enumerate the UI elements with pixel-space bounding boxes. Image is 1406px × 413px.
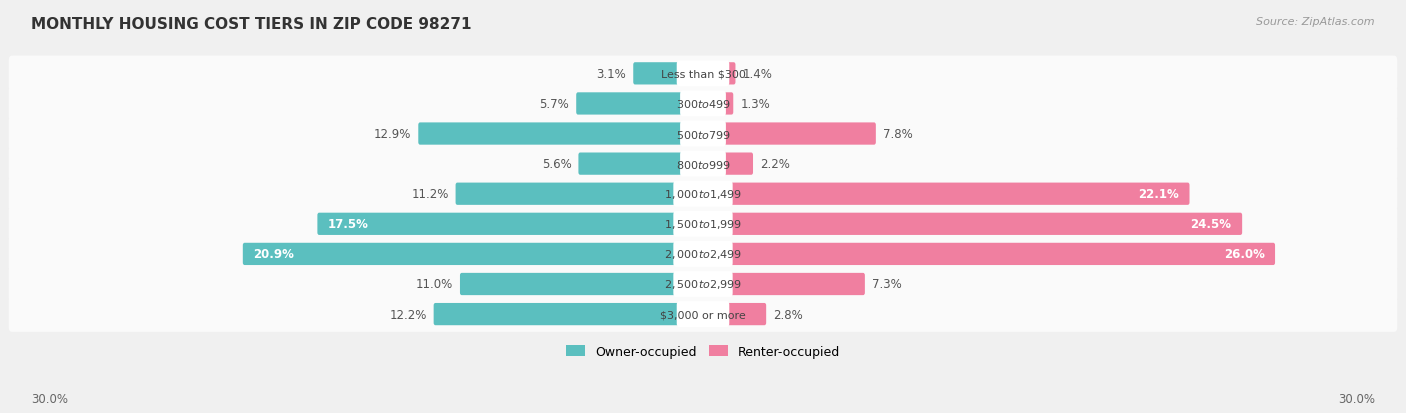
FancyBboxPatch shape xyxy=(702,273,865,295)
Text: $3,000 or more: $3,000 or more xyxy=(661,309,745,319)
Text: 24.5%: 24.5% xyxy=(1191,218,1232,231)
Text: $2,500 to $2,999: $2,500 to $2,999 xyxy=(664,278,742,291)
FancyBboxPatch shape xyxy=(673,211,733,237)
FancyBboxPatch shape xyxy=(673,241,733,267)
Text: 20.9%: 20.9% xyxy=(253,248,294,261)
FancyBboxPatch shape xyxy=(681,121,725,147)
FancyBboxPatch shape xyxy=(578,153,704,176)
Text: 1.4%: 1.4% xyxy=(742,68,772,81)
FancyBboxPatch shape xyxy=(673,181,733,207)
FancyBboxPatch shape xyxy=(8,147,1398,182)
FancyBboxPatch shape xyxy=(460,273,704,295)
Text: 2.2%: 2.2% xyxy=(761,158,790,171)
FancyBboxPatch shape xyxy=(702,243,1275,266)
FancyBboxPatch shape xyxy=(576,93,704,115)
FancyBboxPatch shape xyxy=(8,86,1398,122)
FancyBboxPatch shape xyxy=(456,183,704,205)
Text: 11.0%: 11.0% xyxy=(416,278,453,291)
FancyBboxPatch shape xyxy=(676,61,730,87)
Text: 5.7%: 5.7% xyxy=(540,98,569,111)
FancyBboxPatch shape xyxy=(681,151,725,177)
FancyBboxPatch shape xyxy=(673,271,733,297)
FancyBboxPatch shape xyxy=(318,213,704,235)
Text: $2,000 to $2,499: $2,000 to $2,499 xyxy=(664,248,742,261)
FancyBboxPatch shape xyxy=(8,206,1398,242)
Text: 30.0%: 30.0% xyxy=(1339,392,1375,405)
Text: 26.0%: 26.0% xyxy=(1223,248,1264,261)
FancyBboxPatch shape xyxy=(702,303,766,325)
FancyBboxPatch shape xyxy=(702,93,734,115)
Text: $800 to $999: $800 to $999 xyxy=(675,158,731,170)
Text: 3.1%: 3.1% xyxy=(596,68,626,81)
FancyBboxPatch shape xyxy=(8,237,1398,272)
Legend: Owner-occupied, Renter-occupied: Owner-occupied, Renter-occupied xyxy=(561,340,845,363)
FancyBboxPatch shape xyxy=(702,213,1241,235)
FancyBboxPatch shape xyxy=(702,183,1189,205)
FancyBboxPatch shape xyxy=(8,297,1398,332)
Text: $500 to $799: $500 to $799 xyxy=(675,128,731,140)
Text: $1,000 to $1,499: $1,000 to $1,499 xyxy=(664,188,742,201)
Text: $1,500 to $1,999: $1,500 to $1,999 xyxy=(664,218,742,231)
Text: 5.6%: 5.6% xyxy=(541,158,571,171)
Text: 11.2%: 11.2% xyxy=(411,188,449,201)
Text: 1.3%: 1.3% xyxy=(741,98,770,111)
FancyBboxPatch shape xyxy=(8,116,1398,152)
FancyBboxPatch shape xyxy=(433,303,704,325)
Text: Less than $300: Less than $300 xyxy=(661,69,745,79)
Text: 12.9%: 12.9% xyxy=(374,128,412,141)
FancyBboxPatch shape xyxy=(702,153,754,176)
Text: 7.8%: 7.8% xyxy=(883,128,912,141)
FancyBboxPatch shape xyxy=(8,267,1398,302)
Text: 17.5%: 17.5% xyxy=(328,218,368,231)
Text: 2.8%: 2.8% xyxy=(773,308,803,321)
FancyBboxPatch shape xyxy=(8,176,1398,212)
FancyBboxPatch shape xyxy=(702,123,876,145)
Text: MONTHLY HOUSING COST TIERS IN ZIP CODE 98271: MONTHLY HOUSING COST TIERS IN ZIP CODE 9… xyxy=(31,17,471,31)
FancyBboxPatch shape xyxy=(419,123,704,145)
Text: $300 to $499: $300 to $499 xyxy=(675,98,731,110)
FancyBboxPatch shape xyxy=(633,63,704,85)
FancyBboxPatch shape xyxy=(702,63,735,85)
Text: 7.3%: 7.3% xyxy=(872,278,901,291)
Text: 22.1%: 22.1% xyxy=(1139,188,1180,201)
FancyBboxPatch shape xyxy=(8,57,1398,92)
Text: Source: ZipAtlas.com: Source: ZipAtlas.com xyxy=(1257,17,1375,26)
FancyBboxPatch shape xyxy=(681,91,725,117)
FancyBboxPatch shape xyxy=(243,243,704,266)
Text: 12.2%: 12.2% xyxy=(389,308,426,321)
Text: 30.0%: 30.0% xyxy=(31,392,67,405)
FancyBboxPatch shape xyxy=(676,301,730,327)
